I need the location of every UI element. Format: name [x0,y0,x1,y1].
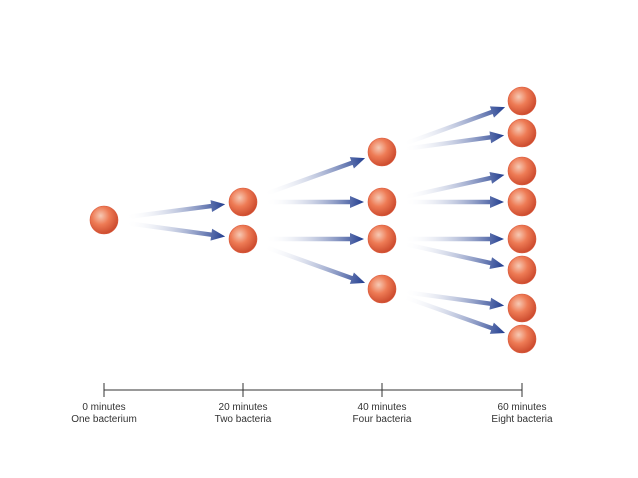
bacteria-cells [89,86,537,354]
bacterium-cell [507,293,537,323]
division-arrow [403,131,505,152]
timeline-count-label: Two bacteria [215,414,272,425]
division-arrow [401,106,506,147]
bacterium-cell [507,255,537,285]
bacterium-cell [507,118,537,148]
division-arrow [265,196,364,208]
timeline-time-label: 60 minutes [498,402,547,413]
bacterium-cell [507,187,537,217]
bacterium-cell [367,224,397,254]
bacterium-cell [507,156,537,186]
division-arrows [125,106,506,334]
bacterium-cell [507,86,537,116]
division-arrow [404,233,504,245]
division-arrow [403,289,505,310]
bacterium-cell [507,324,537,354]
division-arrow [265,233,364,245]
division-arrow [125,220,226,241]
bacterium-cell [367,187,397,217]
division-arrow [401,294,506,334]
timeline-count-label: Eight bacteria [491,414,553,425]
division-arrow [262,244,366,284]
division-arrow [125,200,226,220]
bacterium-cell [367,137,397,167]
division-arrow [403,172,505,200]
bacterium-cell [89,205,119,235]
timeline-count-label: Four bacteria [353,414,412,425]
division-arrow [403,241,505,269]
bacterium-cell [228,224,258,254]
timeline-time-label: 40 minutes [358,402,407,413]
timeline-time-label: 20 minutes [219,402,268,413]
timeline-count-label: One bacterium [71,414,137,425]
timeline-time-label: 0 minutes [82,402,125,413]
division-arrow [262,157,366,197]
bacterium-cell [228,187,258,217]
division-arrow [404,196,504,208]
bacterium-cell [507,224,537,254]
timeline-axis: 0 minutes One bacterium 20 minutes Two b… [71,383,553,425]
bacterium-cell [367,274,397,304]
